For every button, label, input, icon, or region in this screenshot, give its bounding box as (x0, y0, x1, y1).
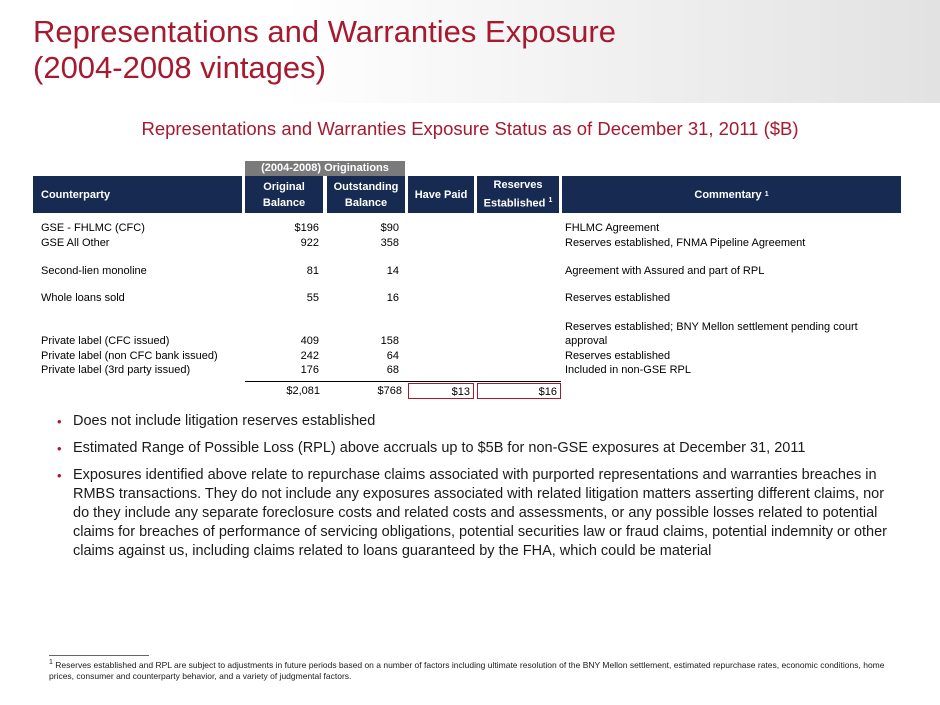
table-subtitle: Representations and Warranties Exposure … (141, 118, 799, 139)
row-outstanding-balance: 158 (380, 335, 399, 347)
row-outstanding-balance: 14 (386, 265, 399, 277)
total-original-balance: $2,081 (286, 385, 320, 397)
header-commentary: Commentary 1 (562, 176, 901, 213)
title-line-2: (2004-2008 vintages) (33, 50, 326, 85)
table-row: GSE All Other 922 358 Reserves establish… (41, 236, 861, 250)
row-commentary-line1: Reserves established; BNY Mellon settlem… (565, 321, 858, 333)
table-row: Private label (3rd party issued) 176 68 … (41, 363, 861, 377)
row-commentary: FHLMC Agreement (565, 222, 660, 234)
row-outstanding-balance: 358 (380, 237, 399, 249)
header-reserves-line1: Reserves (493, 179, 543, 192)
table-row: GSE - FHLMC (CFC) $196 $90 FHLMC Agreeme… (41, 221, 861, 235)
header-original-line1: Original (263, 180, 305, 193)
originations-group-header: (2004-2008) Originations (245, 161, 405, 176)
row-commentary: Included in non-GSE RPL (565, 364, 691, 376)
row-counterparty: GSE All Other (41, 237, 110, 249)
footnote: 1 Reserves established and RPL are subje… (49, 657, 899, 682)
footnote-rule (49, 655, 149, 656)
row-counterparty: Private label (3rd party issued) (41, 364, 191, 376)
row-original-balance: 176 (300, 364, 319, 376)
row-original-balance: 81 (306, 265, 319, 277)
header-reserves-footnote-mark: 1 (548, 197, 553, 205)
bullet-text: Estimated Range of Possible Loss (RPL) a… (73, 440, 806, 456)
title-line-1: Representations and Warranties Exposure (33, 14, 616, 49)
table-row: Whole loans sold 55 16 Reserves establis… (41, 291, 861, 305)
row-commentary: Agreement with Assured and part of RPL (565, 265, 765, 277)
total-reserves-established: $16 (477, 383, 561, 399)
header-original-balance: Original Balance (245, 176, 323, 213)
footnote-mark: 1 (49, 659, 53, 666)
row-counterparty: Second-lien monoline (41, 265, 147, 277)
bullet-dot: • (57, 468, 62, 483)
header-counterparty-label: Counterparty (41, 188, 111, 201)
row-outstanding-balance: 16 (386, 292, 399, 304)
page-title: Representations and Warranties Exposure … (33, 14, 616, 86)
footnote-text: Reserves established and RPL are subject… (49, 659, 885, 681)
row-outstanding-balance: 64 (386, 350, 399, 362)
header-have-paid-label: Have Paid (414, 188, 468, 201)
title-band (0, 0, 940, 103)
row-original-balance: 242 (300, 350, 319, 362)
bullet-list: • Does not include litigation reserves es… (57, 412, 887, 569)
row-commentary-line2: approval (565, 335, 608, 347)
header-outstanding-balance: Outstanding Balance (327, 176, 405, 213)
row-counterparty: GSE - FHLMC (CFC) (41, 222, 145, 234)
bullet-dot: • (57, 414, 62, 429)
table-row: Private label (CFC issued) 409 158 appro… (41, 334, 861, 348)
row-original-balance: 409 (300, 335, 319, 347)
header-have-paid: Have Paid (408, 176, 474, 213)
header-commentary-label: Commentary (694, 188, 762, 201)
row-counterparty: Private label (non CFC bank issued) (41, 350, 218, 362)
total-have-paid: $13 (408, 383, 474, 399)
header-outstanding-line2: Balance (344, 196, 388, 209)
row-counterparty: Whole loans sold (41, 292, 125, 304)
header-counterparty: Counterparty (33, 176, 242, 213)
table-row: Second-lien monoline 81 14 Agreement wit… (41, 264, 861, 278)
totals-rule (245, 381, 561, 382)
bullet-text: Does not include litigation reserves est… (73, 413, 376, 429)
total-outstanding-balance: $768 (377, 385, 402, 397)
header-original-line2: Balance (262, 196, 306, 209)
table-row: Private label (non CFC bank issued) 242 … (41, 349, 861, 363)
bullet-item: • Estimated Range of Possible Loss (RPL) … (57, 439, 887, 458)
table-row-commentary-continued: Reserves established; BNY Mellon settlem… (41, 320, 861, 334)
header-commentary-footnote-mark: 1 (764, 190, 769, 198)
row-commentary: Reserves established (565, 292, 671, 304)
row-outstanding-balance: $90 (380, 222, 399, 234)
bullet-dot: • (57, 441, 62, 456)
bullet-text: Exposures identified above relate to rep… (73, 467, 887, 559)
row-original-balance: $196 (294, 222, 319, 234)
row-original-balance: 55 (306, 292, 319, 304)
row-counterparty: Private label (CFC issued) (41, 335, 170, 347)
row-commentary: Reserves established (565, 350, 671, 362)
row-commentary: Reserves established, FNMA Pipeline Agre… (565, 237, 806, 249)
bullet-item: • Exposures identified above relate to re… (57, 466, 887, 561)
row-outstanding-balance: 68 (386, 364, 399, 376)
header-outstanding-line1: Outstanding (333, 180, 399, 193)
row-original-balance: 922 (300, 237, 319, 249)
header-reserves-established: Reserves Established 1 (477, 176, 559, 213)
bullet-item: • Does not include litigation reserves es… (57, 412, 887, 431)
header-reserves-line2: Established (483, 197, 546, 210)
